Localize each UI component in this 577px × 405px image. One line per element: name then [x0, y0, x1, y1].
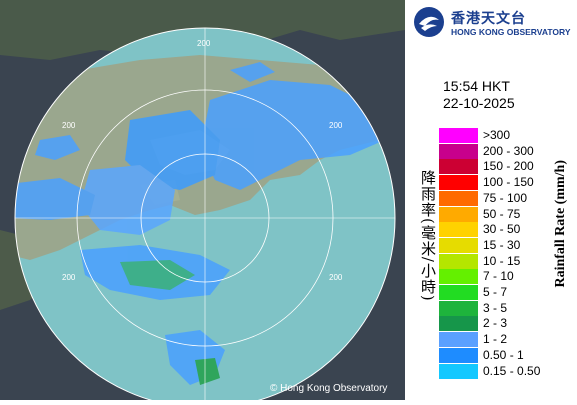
legend-bin-label: 5 - 7 — [483, 285, 508, 299]
legend-swatch — [439, 347, 478, 363]
range-label: 200 — [197, 39, 211, 48]
rain-echoes — [15, 62, 385, 385]
legend-title-chinese: 降雨率(毫米/小時) — [419, 170, 437, 302]
legend-swatch — [439, 237, 478, 253]
legend-swatch — [439, 316, 478, 332]
logo-name-english: HONG KONG OBSERVATORY — [451, 27, 571, 37]
legend-bin-label: 1 - 2 — [483, 332, 508, 347]
legend-swatch — [439, 332, 478, 348]
legend-bin-label: 30 - 50 — [483, 222, 521, 237]
legend-bin-label: 50 - 75 — [483, 206, 521, 221]
legend-bin-label: 3 - 5 — [483, 300, 508, 315]
legend-swatch — [439, 175, 478, 191]
observation-date: 22-10-2025 — [443, 95, 515, 111]
legend-swatch — [439, 253, 478, 269]
legend-bin-label: 10 - 15 — [483, 253, 521, 268]
hko-emblem-icon — [414, 7, 444, 37]
legend-bin-label: 150 - 200 — [483, 159, 534, 174]
observation-time: 15:54 HKT — [443, 78, 510, 94]
legend-swatch — [439, 285, 478, 300]
copyright-notice: © Hong Kong Observatory — [270, 383, 388, 394]
legend-bin-label: 15 - 30 — [483, 237, 521, 252]
legend-bin-label: >300 — [483, 128, 511, 142]
range-label: 200 — [62, 273, 76, 282]
range-label: 200 — [62, 121, 76, 130]
legend-swatch — [439, 206, 478, 222]
legend-swatch — [439, 363, 478, 379]
range-label: 200 — [329, 273, 343, 282]
legend-swatch — [439, 128, 478, 143]
legend-title-english: Rainfall Rate (mm/h) — [553, 160, 568, 288]
legend-swatch — [439, 300, 478, 316]
legend-bin-label: 2 - 3 — [483, 316, 508, 331]
legend-bin-label: 75 - 100 — [483, 190, 528, 205]
radar-image: 200 200 200 200 200 — [0, 0, 405, 400]
legend-swatch — [439, 190, 478, 206]
legend-swatch — [439, 159, 478, 175]
legend-bin-label: 7 - 10 — [483, 269, 514, 284]
legend-bin-label: 0.50 - 1 — [483, 347, 524, 362]
legend-panel: 香港天文台 HONG KONG OBSERVATORY 15:54 HKT 22… — [405, 0, 577, 400]
legend-bin-label: 100 - 150 — [483, 175, 534, 190]
legend-swatch — [439, 143, 478, 159]
legend-swatch — [439, 269, 478, 285]
legend-bin-label: 200 - 300 — [483, 143, 534, 158]
logo-name-chinese: 香港天文台 — [451, 11, 526, 27]
range-label: 200 — [329, 121, 343, 130]
range-ring-outer — [14, 27, 396, 405]
radar-map: 200 200 200 200 200 © Hong Kong Observat… — [0, 0, 405, 400]
legend-swatch — [439, 222, 478, 238]
hko-logo: 香港天文台 HONG KONG OBSERVATORY — [413, 6, 573, 40]
legend-bin-label: 0.15 - 0.50 — [483, 363, 541, 378]
